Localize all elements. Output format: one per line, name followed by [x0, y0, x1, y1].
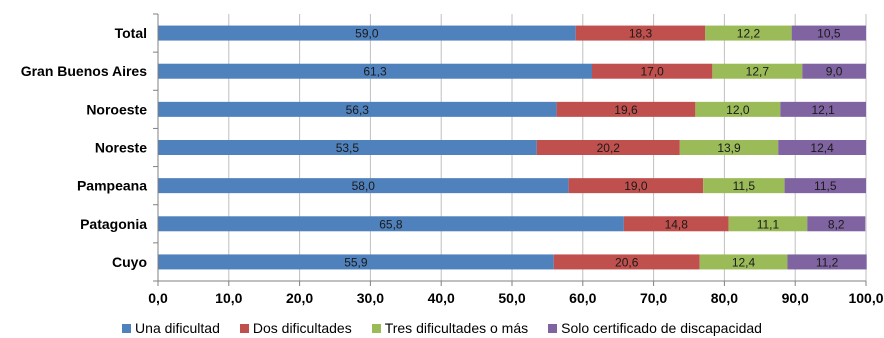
- bar-segment: [778, 140, 866, 155]
- data-label: 19,0: [624, 179, 648, 193]
- bar-segment: [158, 140, 537, 155]
- x-tick-label: 70,0: [640, 290, 667, 306]
- data-label: 12,0: [726, 103, 750, 117]
- category-label: Pampeana: [77, 178, 147, 194]
- bar-segment: [705, 25, 792, 41]
- bar-segment: [784, 178, 866, 194]
- data-label: 20,2: [597, 141, 621, 155]
- bar-segment: [592, 63, 713, 79]
- bar-segment: [158, 178, 569, 194]
- category-label: Noroeste: [86, 101, 147, 117]
- bar-segment: [802, 63, 866, 79]
- category-labels: Total Gran Buenos Aires Noroeste Noreste Pam…: [21, 25, 148, 270]
- category-label: Total: [115, 25, 147, 41]
- bar-segment: [158, 63, 593, 79]
- data-label: 11,1: [757, 217, 780, 231]
- bar-segment: [575, 25, 706, 41]
- data-label: 55,9: [344, 255, 368, 269]
- x-tick-label: 20,0: [286, 290, 313, 306]
- category-label: Cuyo: [112, 254, 147, 270]
- data-label: 11,5: [814, 179, 837, 193]
- legend-label: Una dificultad: [135, 320, 220, 336]
- x-tick-label: 90,0: [782, 290, 809, 306]
- data-label: 14,8: [665, 217, 689, 231]
- x-tick-labels: 0,0 10,0 20,0 30,0 40,0 50,0 60,0 70,0 80,0 90,0 1…: [148, 290, 883, 306]
- bar-segment: [158, 101, 557, 117]
- x-tick-label: 0,0: [148, 290, 168, 306]
- bar-segment: [728, 216, 808, 232]
- data-label: 12,2: [737, 27, 761, 41]
- stacked-bar-chart: 59,0 18,3 12,2 10,5 61,3 17,0 12,7 9,0 56,3 19,6 1…: [21, 13, 884, 306]
- legend-item: Solo certificado de discapacidad: [548, 320, 762, 336]
- legend-swatch: [371, 323, 381, 333]
- bar-segment: [536, 140, 680, 155]
- legend-label: Solo certificado de discapacidad: [561, 320, 762, 336]
- data-label: 11,5: [733, 179, 756, 193]
- bar-segment: [568, 178, 704, 194]
- bar-segment: [158, 254, 554, 270]
- bar-segment: [556, 101, 696, 117]
- legend-label: Tres dificultades o más: [384, 320, 529, 336]
- bar-segment: [679, 140, 779, 155]
- x-tick-label: 60,0: [569, 290, 596, 306]
- bar-segment: [780, 101, 866, 117]
- data-label: 8,2: [828, 217, 845, 231]
- data-label: 61,3: [363, 65, 387, 79]
- data-label: 12,1: [811, 103, 835, 117]
- legend-item: Dos dificultades: [239, 320, 352, 336]
- bar-segment: [791, 25, 866, 41]
- legend-swatch: [548, 323, 558, 333]
- data-label: 12,4: [732, 255, 756, 269]
- data-label: 58,0: [352, 179, 376, 193]
- data-label: 20,6: [615, 255, 639, 269]
- bar-segment: [695, 101, 781, 117]
- legend-item: Una dificultad: [122, 320, 220, 336]
- data-label: 12,4: [810, 141, 834, 155]
- data-label: 10,5: [817, 27, 841, 41]
- bars: 59,0 18,3 12,2 10,5 61,3 17,0 12,7 9,0 56,3 19,6 1…: [158, 25, 867, 270]
- data-label: 19,6: [614, 103, 638, 117]
- bar-segment: [787, 254, 867, 270]
- x-tick-label: 40,0: [428, 290, 455, 306]
- axes: [153, 13, 867, 286]
- bar-segment: [553, 254, 700, 270]
- x-tick-label: 50,0: [498, 290, 525, 306]
- data-label: 53,5: [336, 141, 360, 155]
- bar-segment: [699, 254, 788, 270]
- category-label: Patagonia: [80, 216, 147, 232]
- data-label: 18,3: [629, 27, 653, 41]
- data-label: 56,3: [346, 103, 370, 117]
- legend-item: Tres dificultades o más: [371, 320, 529, 336]
- x-tick-label: 80,0: [711, 290, 738, 306]
- bar-segment: [158, 216, 624, 232]
- bar-segment: [712, 63, 803, 79]
- data-label: 65,8: [379, 217, 403, 231]
- data-label: 12,7: [746, 65, 770, 79]
- x-tick-label: 10,0: [215, 290, 242, 306]
- bar-segment: [807, 216, 866, 232]
- bar-segment: [158, 25, 576, 41]
- data-label: 9,0: [826, 65, 843, 79]
- legend-label: Dos dificultades: [252, 320, 352, 336]
- data-label: 17,0: [641, 65, 665, 79]
- legend-swatch: [122, 323, 132, 333]
- category-label: Gran Buenos Aires: [21, 63, 148, 79]
- legend: Una dificultad Dos dificultades Tres dific…: [0, 318, 884, 338]
- x-tick-label: 30,0: [357, 290, 384, 306]
- category-label: Noreste: [95, 140, 147, 156]
- data-label: 11,2: [816, 255, 839, 269]
- x-tick-label: 100,0: [848, 290, 883, 306]
- bar-segment: [703, 178, 785, 194]
- data-label: 13,9: [717, 141, 741, 155]
- data-label: 59,0: [355, 27, 379, 41]
- bar-segment: [623, 216, 729, 232]
- legend-swatch: [239, 323, 249, 333]
